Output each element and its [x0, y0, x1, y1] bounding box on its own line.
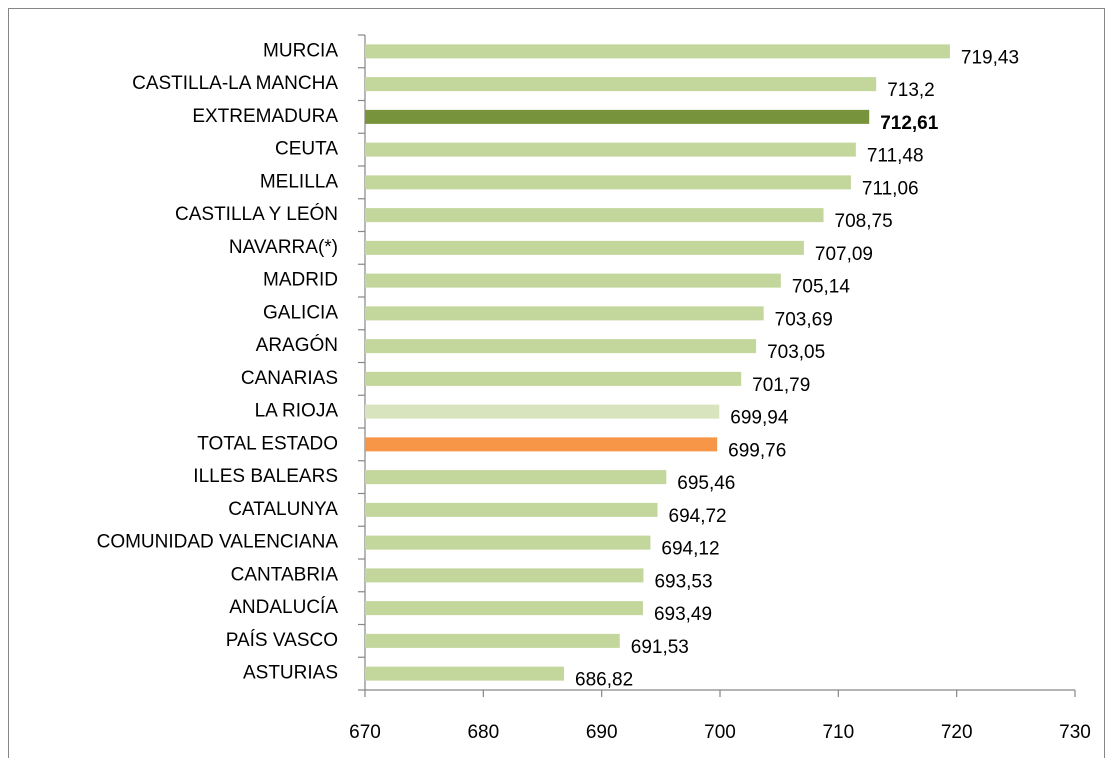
- value-label: 705,14: [792, 277, 851, 298]
- bar: [365, 44, 950, 59]
- bar: [365, 339, 757, 354]
- y-tick-label: CASTILLA Y LEÓN: [175, 203, 338, 225]
- y-tick-label: CATALUNYA: [228, 499, 338, 520]
- y-tick-label: CANTABRIA: [231, 564, 339, 585]
- y-tick-label: TOTAL ESTADO: [197, 433, 338, 454]
- bar: [365, 601, 643, 616]
- y-tick-label: MADRID: [263, 270, 338, 291]
- bar: [365, 371, 742, 386]
- value-label: 695,46: [677, 473, 735, 494]
- y-tick-label: ILLES BALEARS: [193, 466, 338, 487]
- bar: [365, 666, 565, 681]
- bar: [365, 437, 718, 452]
- y-tick-label: EXTREMADURA: [192, 106, 338, 127]
- value-label: 693,53: [654, 571, 712, 592]
- value-label: 711,48: [867, 146, 924, 167]
- bar: [365, 470, 667, 485]
- value-label: 694,12: [661, 539, 719, 560]
- y-tick-label: MELILLA: [260, 171, 338, 192]
- y-tick-label: NAVARRA(*): [229, 237, 338, 258]
- bar: [365, 633, 620, 648]
- y-tick-label: ARAGÓN: [256, 334, 338, 356]
- x-tick-label: 680: [467, 722, 499, 743]
- y-tick-label: LA RIOJA: [255, 401, 339, 422]
- x-tick-label: 670: [349, 722, 381, 743]
- bar: [365, 142, 856, 157]
- x-tick-label: 720: [941, 722, 973, 743]
- value-label: 703,69: [775, 309, 833, 330]
- chart-frame: [8, 8, 1105, 758]
- value-label: 719,43: [961, 47, 1019, 68]
- bar: [365, 240, 804, 255]
- value-label: 693,49: [654, 604, 712, 625]
- bar: [365, 208, 824, 223]
- y-tick-label: GALICIA: [263, 302, 338, 323]
- bar: [365, 404, 720, 419]
- bar: [365, 77, 877, 92]
- value-label: 711,06: [862, 178, 919, 199]
- value-label: 694,72: [669, 506, 727, 527]
- y-tick-label: ANDALUCÍA: [229, 597, 338, 618]
- value-label: 701,79: [752, 375, 810, 396]
- bar: [365, 273, 781, 288]
- y-tick-label: COMUNIDAD VALENCIANA: [97, 532, 339, 553]
- y-tick-label: CANARIAS: [241, 368, 338, 389]
- x-tick-label: 700: [704, 722, 736, 743]
- value-label: 699,76: [728, 440, 786, 461]
- x-tick-label: 690: [586, 722, 618, 743]
- bar: [365, 109, 870, 124]
- y-tick-label: ASTURIAS: [243, 663, 338, 684]
- bar: [365, 175, 851, 190]
- value-label: 712,61: [880, 113, 939, 134]
- value-label: 699,94: [730, 408, 789, 429]
- y-tick-label: MURCIA: [263, 40, 338, 61]
- y-tick-label: CEUTA: [275, 139, 338, 160]
- bar: [365, 502, 658, 517]
- y-tick-label: CASTILLA-LA MANCHA: [132, 73, 338, 94]
- value-label: 707,09: [815, 244, 873, 265]
- bar: [365, 535, 651, 550]
- y-tick-label: PAÍS VASCO: [226, 630, 338, 651]
- value-label: 691,53: [631, 637, 689, 658]
- value-label: 713,2: [887, 80, 935, 101]
- value-label: 686,82: [575, 670, 633, 691]
- x-tick-label: 730: [1059, 722, 1091, 743]
- bar: [365, 568, 644, 583]
- value-label: 703,05: [767, 342, 825, 363]
- value-label: 708,75: [835, 211, 893, 232]
- x-tick-label: 710: [822, 722, 854, 743]
- bar: [365, 306, 764, 321]
